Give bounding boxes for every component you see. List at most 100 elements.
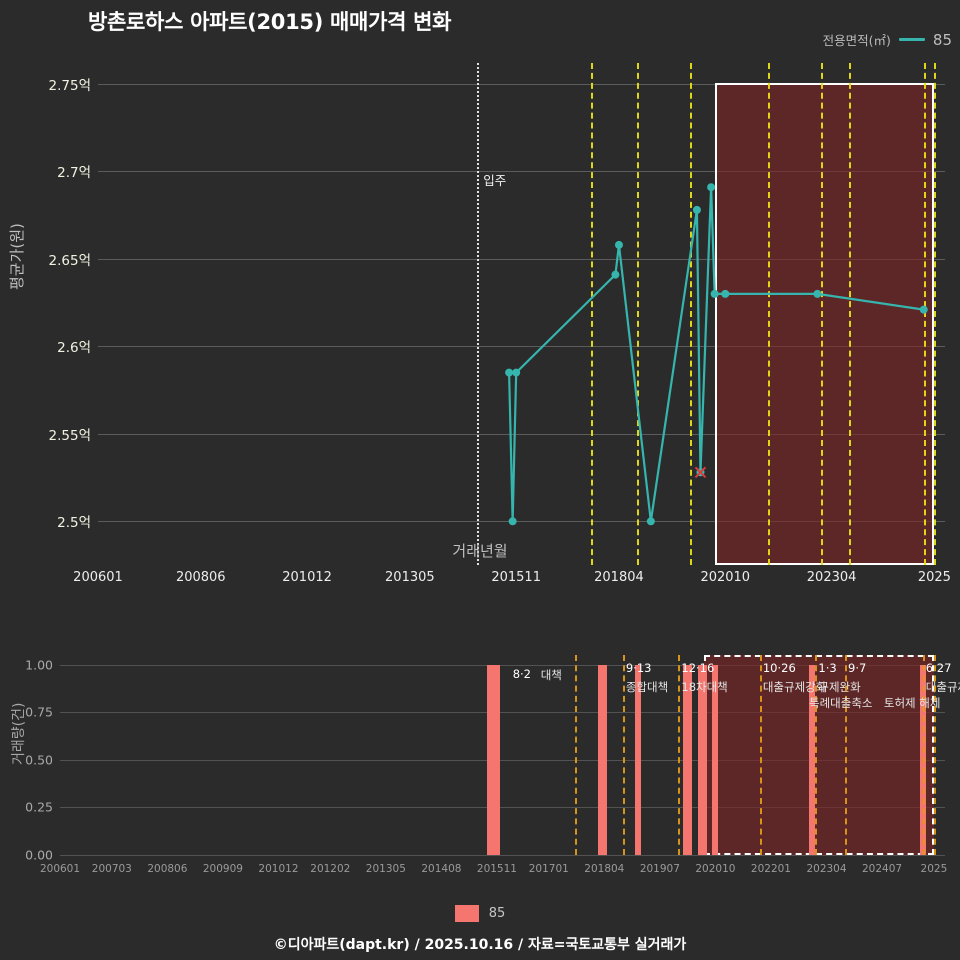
volume-policy-vline (922, 655, 925, 855)
policy-date-label: 8·2 (512, 667, 531, 681)
volume-xtick-label: 200703 (91, 863, 132, 875)
volume-shaded-region (704, 655, 934, 855)
policy-date-label: 9·7 (848, 661, 867, 675)
volume-bar (601, 664, 608, 855)
volume-bar (682, 664, 689, 855)
occupancy-vline (477, 63, 480, 565)
volume-xtick-label: 201408 (421, 863, 462, 875)
price-policy-vline (767, 63, 770, 565)
volume-ytick-label: 0.50 (25, 752, 53, 768)
policy-name-label: 특례대출축소 (809, 696, 873, 710)
volume-bar (486, 664, 493, 855)
volume-xtick-label: 202304 (806, 863, 847, 875)
volume-bar (686, 664, 693, 855)
price-ytick-label: 2.5억 (57, 515, 91, 532)
policy-name-label: 대출규제강화 (762, 680, 827, 694)
page-title: 방촌로하스 아파트(2015) 매매가격 변화 (88, 10, 452, 34)
volume-policy-vline (815, 655, 818, 855)
policy-name-label: 대책 (540, 668, 562, 682)
price-ytick-label: 2.65억 (48, 252, 91, 269)
volume-plot-area: 1.00 0.75 0.50 0.25 0.00 8·2 대책 9·13 종합대책 12·16 18… (25, 655, 960, 875)
price-policy-vline (820, 63, 823, 565)
volume-bar (712, 664, 719, 855)
volume-bar (697, 664, 704, 855)
volume-chart: 거래량(건) 1.000.750.500.250.008·2대책9·13종합대책… (0, 640, 960, 900)
policy-name-label: 규제완화 (818, 680, 861, 694)
volume-policy-vline (622, 655, 625, 855)
price-chart-ylabel: 평균가(원) (8, 223, 26, 290)
volume-xtick-label: 200909 (202, 863, 243, 875)
price-policy-vline (923, 63, 926, 565)
volume-xtick-label: 201701 (528, 863, 569, 875)
volume-bar (490, 664, 497, 855)
policy-name-label: 토허제 해제 (883, 696, 941, 710)
price-gridline (98, 433, 945, 435)
footer-credit: ©디아파트(dapt.kr) / 2025.10.16 / 자료=국토교통부 실… (273, 937, 687, 953)
volume-bar (634, 664, 641, 855)
price-line-series (505, 183, 928, 526)
price-xtick-label: 201012 (282, 570, 332, 585)
volume-gridline (60, 759, 945, 761)
price-gridline (98, 346, 945, 348)
price-chart: 평균가(원) 2.75억 2.7억 2.65억 2.6억 2.55억 2.5억 입주 2006… (8, 63, 951, 585)
volume-policy-vline (845, 655, 848, 855)
price-gridline (98, 83, 945, 85)
volume-bar (493, 664, 500, 855)
policy-name-label: 대출규제 (925, 680, 960, 694)
legend-bottom: 85 (0, 905, 960, 922)
policy-date-label: 9·13 (625, 661, 652, 675)
price-ytick-label: 2.6억 (57, 340, 91, 357)
volume-policy-vline (574, 655, 577, 855)
legend-bottom-swatch (454, 905, 479, 922)
price-ytick-label: 2.55억 (48, 427, 91, 444)
price-policy-vline (636, 63, 639, 565)
price-ytick-label: 2.75억 (48, 77, 91, 94)
policy-name-label: 종합대책 (625, 680, 669, 694)
volume-xtick-label: 201202 (310, 863, 351, 875)
price-xtick-label: 201511 (491, 570, 541, 585)
volume-ytick-label: 0.25 (25, 799, 53, 815)
price-axis-ticks (98, 565, 945, 572)
volume-policy-vline (678, 655, 681, 855)
volume-gridline (60, 712, 945, 714)
policy-date-label: 1·3 (818, 661, 837, 675)
price-xtick-label: 201305 (385, 570, 435, 585)
volume-xtick-label: 200601 (39, 863, 81, 875)
price-policy-vline (689, 63, 692, 565)
price-xtick-label: 202010 (700, 570, 751, 585)
price-policy-vline (934, 63, 937, 565)
price-policy-vline (590, 63, 593, 565)
price-gridline (98, 171, 945, 173)
volume-xtick-label: 201804 (584, 863, 625, 875)
price-gridline (98, 521, 945, 523)
policy-date-label: 6·27 (925, 661, 952, 675)
legend-top-label: 전용면적(㎡) (822, 33, 891, 48)
volume-gridline (60, 855, 945, 856)
volume-xtick-label: 201012 (258, 863, 299, 875)
occupancy-label: 입주 (483, 172, 507, 188)
volume-xtick-label: 2025 (920, 863, 948, 875)
volume-policy-vline (759, 655, 762, 855)
volume-bar (808, 664, 815, 855)
price-shaded-region (714, 83, 935, 565)
price-chart-xlabel: 거래년월 (452, 542, 508, 560)
volume-xtick-label: 202201 (750, 863, 791, 875)
volume-xtick-label: 201511 (476, 863, 517, 875)
policy-name-label: 18차대책 (681, 680, 728, 694)
price-xtick-label: 200601 (73, 570, 123, 585)
price-gridline (98, 258, 945, 260)
policy-date-label: 12·16 (681, 661, 715, 675)
legend-line-swatch (898, 38, 925, 41)
volume-xtick-label: 201305 (365, 863, 406, 875)
volume-gridline (60, 807, 945, 809)
legend-top-value: 85 (932, 30, 952, 49)
volume-bar (701, 664, 708, 855)
price-plot-area: 2.75억 2.7억 2.65억 2.6억 2.55억 2.5억 입주 200601 20080… (49, 63, 951, 585)
volume-xtick-label: 202407 (862, 863, 903, 875)
policy-date-label: 10·26 (762, 661, 796, 675)
legend-top: 전용면적(㎡) 85 (823, 30, 952, 49)
volume-xtick-label: 201907 (639, 863, 680, 875)
price-xtick-label: 201804 (594, 570, 644, 585)
price-xtick-label: 202304 (806, 570, 857, 585)
price-xtick-label: 2025 (917, 570, 951, 585)
